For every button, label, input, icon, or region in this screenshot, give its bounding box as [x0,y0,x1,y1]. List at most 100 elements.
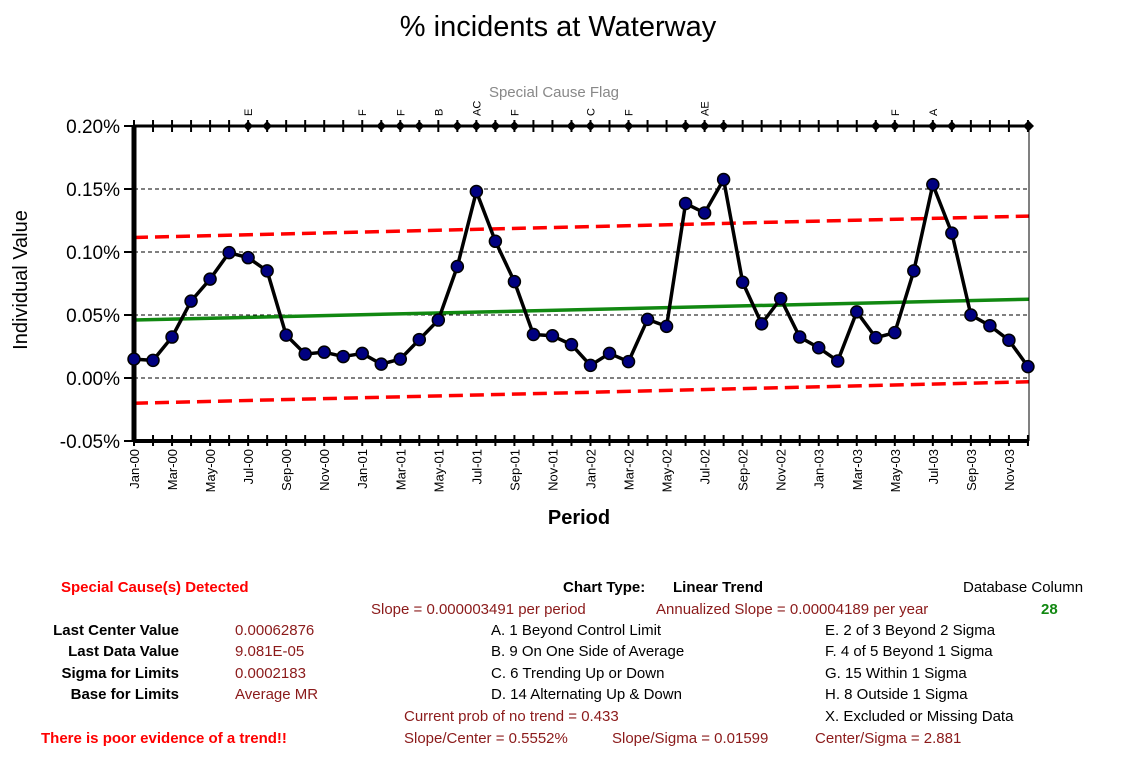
y-axis-label: Individual Value [10,210,32,350]
flag-label: F [890,109,902,116]
flag-label: C [585,108,597,116]
database-column-label: Database Column [963,579,1084,596]
flag-label: AC [471,101,483,116]
data-point [146,353,160,368]
data-point [564,337,579,352]
flag-marker [680,121,691,131]
y-tick-label: 0.20% [66,117,120,138]
x-tick-label: Nov-01 [545,449,560,491]
upper-control-limit [133,214,1030,240]
stat-label: Last Data Value [68,643,179,660]
x-tick-label: Mar-01 [393,449,408,490]
data-point [640,312,655,327]
data-point [412,332,427,347]
x-tick-label: Jul-03 [926,449,941,484]
flag-marker [927,121,938,131]
flag-label: AE [700,101,712,116]
data-point [754,317,769,331]
data-point [526,327,541,342]
chart-type-value: Linear Trend [673,579,764,596]
rule-item: C. 6 Trending Up or Down [491,665,665,682]
flag-marker [1024,121,1034,131]
x-tick-label: Mar-03 [850,449,865,490]
chart-title: % incidents at Waterway [400,11,717,43]
flag-label: F [395,109,407,116]
data-point [888,325,902,340]
x-tick-label: Nov-03 [1002,449,1017,491]
rule-item: E. 2 of 3 Beyond 2 Sigma [825,622,996,639]
data-point [1002,333,1016,347]
x-axis-label: Period [548,507,610,529]
database-column-value: 28 [1041,601,1058,618]
flag-marker [376,121,387,131]
flag-marker [490,121,501,131]
trend-verdict: There is poor evidence of a trend!! [41,730,287,747]
data-point [127,352,141,366]
center-sigma-ratio: Center/Sigma = 2.881 [815,730,962,747]
x-tick-label: Jul-00 [241,449,256,484]
y-tick-label: 0.10% [66,243,120,264]
stat-label: Base for Limits [70,686,179,703]
x-tick-label: Jan-03 [812,449,827,489]
data-point [983,318,997,333]
rule-item: X. Excluded or Missing Data [825,708,1014,725]
data-point [678,196,693,211]
x-tick-label: Sep-02 [736,449,751,491]
data-point [583,358,598,373]
flag-marker [870,121,881,131]
data-point [298,347,312,361]
data-point [602,346,617,361]
annualized-slope-text: Annualized Slope = 0.00004189 per year [656,601,929,618]
x-tick-label: Sep-01 [507,449,522,491]
flag-marker [566,121,577,131]
data-point [260,264,274,278]
slope-text: Slope = 0.000003491 per period [371,601,586,618]
flag-marker [946,121,957,131]
data-point [869,330,883,345]
rule-item: A. 1 Beyond Control Limit [491,622,662,639]
special-cause-flag-title: Special Cause Flag [489,84,619,101]
data-point [621,354,636,369]
flag-marker [395,121,406,131]
x-tick-label: Jan-01 [355,449,370,489]
stat-value: 9.081E-05 [235,643,305,660]
data-point [374,357,389,371]
data-point [964,308,978,322]
rule-item: F. 4 of 5 Beyond 1 Sigma [825,643,993,660]
data-point [545,329,560,343]
data-point [735,275,750,289]
data-point [336,349,350,364]
stat-label: Last Center Value [53,622,179,639]
x-tick-label: Sep-00 [279,449,294,491]
slope-sigma-ratio: Slope/Sigma = 0.01599 [612,730,769,747]
flag-marker [452,121,463,131]
stat-label: Sigma for Limits [61,665,179,682]
data-point [165,330,179,344]
flag-marker [471,121,482,131]
data-point [830,354,845,368]
flag-label: F [624,109,636,116]
x-tick-label: May-02 [660,449,675,492]
data-point [926,177,940,192]
x-tick-label: Jul-02 [698,449,713,484]
x-tick-label: Mar-02 [622,449,637,490]
data-point [697,206,712,220]
x-tick-label: Mar-00 [165,449,180,490]
data-point [792,330,807,344]
data-point [393,352,408,366]
rule-item: H. 8 Outside 1 Sigma [825,686,968,703]
rule-item: G. 15 Within 1 Sigma [825,665,967,682]
flag-marker [889,121,900,131]
flag-marker [262,121,273,131]
flag-marker [585,121,596,131]
x-tick-label: Sep-03 [964,449,979,491]
y-tick-label: 0.15% [66,180,120,201]
data-point [1021,359,1035,374]
data-point [469,184,484,199]
data-point [659,319,674,334]
flag-marker [243,121,254,131]
data-point [203,272,217,286]
data-point [850,305,864,319]
flag-marker [509,121,520,131]
chart-type-label: Chart Type: [563,579,646,596]
